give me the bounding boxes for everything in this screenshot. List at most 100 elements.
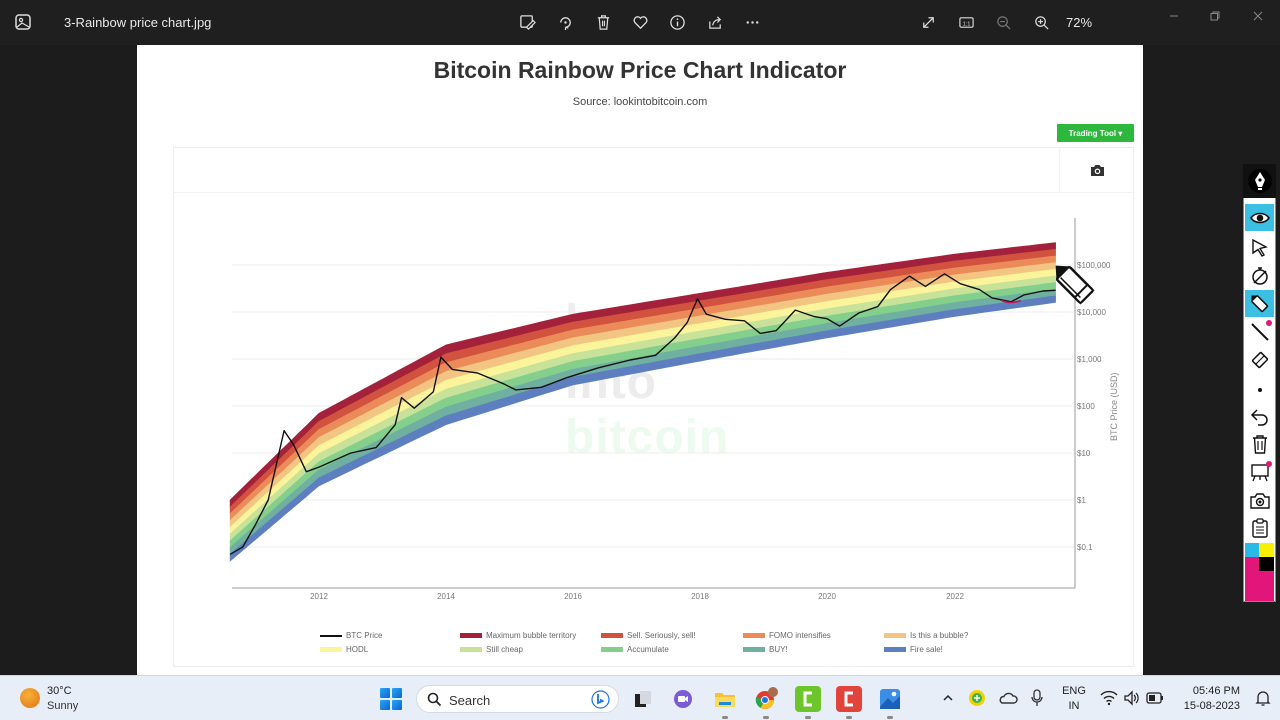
clipboard-icon (1251, 517, 1268, 538)
onedrive-icon[interactable] (998, 691, 1018, 705)
x-tick: 2012 (310, 592, 328, 601)
taskbar-app-file-explorer[interactable] (712, 686, 738, 712)
show-hidden-icons-chevron[interactable] (942, 692, 954, 704)
minimize-button[interactable] (1164, 8, 1184, 24)
taskbar-app-chrome[interactable] (753, 686, 779, 712)
zoom-in-button[interactable] (1030, 11, 1052, 33)
close-button[interactable] (1248, 8, 1268, 24)
rotate-button[interactable] (554, 11, 576, 33)
taskbar-app-photos[interactable] (877, 686, 903, 712)
language-indicator-line2[interactable]: IN (1068, 700, 1080, 712)
zoom-in-icon (1034, 15, 1049, 30)
running-indicator (887, 716, 893, 719)
line-color-indicator (1266, 320, 1272, 326)
search-placeholder: Search (449, 693, 491, 708)
more-options-button[interactable] (741, 11, 763, 33)
undo-tool[interactable] (1245, 402, 1274, 429)
clipboard-tool[interactable] (1245, 514, 1274, 541)
language-indicator-line1[interactable]: ENG (1062, 685, 1086, 697)
camera-icon (1090, 164, 1104, 176)
pointer-icon (1251, 238, 1268, 257)
start-button[interactable] (380, 688, 402, 710)
eraser-tool[interactable] (1245, 346, 1274, 373)
legend-sell: Sell. Seriously, sell! (601, 631, 696, 640)
x-tick: 2018 (691, 592, 709, 601)
x-tick: 2020 (818, 592, 836, 601)
legend-btc-price: BTC Price (320, 631, 382, 640)
microphone-icon[interactable] (1030, 689, 1044, 707)
eye-tool[interactable] (1245, 204, 1274, 231)
timer-tool[interactable] (1245, 262, 1274, 289)
rainbow-chart-plot (229, 218, 1076, 589)
chart-frame (173, 147, 1134, 667)
whiteboard-icon (1250, 463, 1269, 481)
favorite-button[interactable] (629, 11, 651, 33)
annotation-app-logo[interactable] (1243, 164, 1276, 198)
share-icon (708, 15, 721, 29)
edit-image-button[interactable] (516, 11, 538, 33)
favorite-icon (633, 15, 647, 29)
color-cyan[interactable] (1245, 543, 1259, 557)
chart-source: Source: lookintobitcoin.com (572, 96, 708, 108)
color-swatch (460, 647, 482, 652)
taskbar-search[interactable]: Search (416, 685, 619, 713)
y-tick: $10 (1077, 449, 1091, 458)
battery-icon[interactable] (1146, 691, 1164, 705)
clock-time[interactable]: 05:46 PM (1192, 685, 1240, 697)
color-swatch (460, 633, 482, 638)
zoom-out-button[interactable] (992, 11, 1014, 33)
teams-chat-icon (674, 690, 692, 708)
wifi-icon[interactable] (1100, 690, 1118, 706)
legend-hodl: HODL (320, 645, 368, 654)
zoom-level: 72% (1066, 15, 1093, 30)
clear-tool[interactable] (1245, 430, 1274, 457)
restore-button[interactable] (1205, 8, 1225, 24)
svg-text:1:1: 1:1 (962, 21, 970, 27)
taskbar-app-teams[interactable] (670, 686, 696, 712)
marker-tool[interactable] (1245, 290, 1274, 317)
line-tool[interactable] (1245, 318, 1274, 345)
color-black[interactable] (1259, 557, 1274, 571)
info-button[interactable] (666, 11, 688, 33)
legend-label: BUY! (769, 645, 788, 654)
clock-date[interactable]: 15-08-2023 (1183, 700, 1240, 712)
pointer-tool[interactable] (1245, 234, 1274, 261)
actual-size-button[interactable]: 1:1 (955, 11, 977, 33)
screenshot-tool[interactable] (1245, 487, 1274, 514)
taskbar-app-camtasia-red[interactable] (836, 686, 862, 712)
x-tick: 2014 (437, 592, 455, 601)
camtasia-editor-icon (844, 691, 853, 707)
legend-label: FOMO intensifies (769, 631, 831, 640)
line-swatch (320, 634, 342, 637)
notification-bell-icon[interactable] (1254, 689, 1272, 707)
share-button[interactable] (704, 11, 726, 33)
color-swatch (743, 647, 765, 652)
dot-size-tool[interactable] (1245, 374, 1274, 401)
tray-app-icon[interactable] (968, 689, 986, 707)
weather-temperature[interactable]: 30°C (47, 685, 72, 697)
legend-label: Maximum bubble territory (486, 631, 577, 640)
whiteboard-tool[interactable] (1245, 458, 1274, 485)
taskbar-app-camtasia-green[interactable] (795, 686, 821, 712)
color-palette (1245, 543, 1274, 601)
sun-weather-icon[interactable] (20, 688, 40, 708)
weather-condition[interactable]: Sunny (47, 700, 79, 712)
fullscreen-button[interactable] (917, 11, 939, 33)
legend-label: Still cheap (486, 645, 523, 654)
color-swatch (601, 633, 623, 638)
legend-accumulate: Accumulate (601, 645, 669, 654)
y-axis-label: BTC Price (USD) (1109, 372, 1119, 441)
volume-icon[interactable] (1123, 690, 1141, 706)
dot-icon (1257, 387, 1262, 392)
watermark-bitcoin: bitcoin (565, 411, 730, 464)
color-yellow[interactable] (1259, 543, 1274, 557)
bing-icon (591, 690, 610, 709)
running-indicator (805, 716, 811, 719)
taskbar-app-taskview[interactable] (630, 686, 656, 712)
stopwatch-icon (1251, 266, 1268, 285)
delete-button[interactable] (592, 11, 614, 33)
displayed-image[interactable]: Bitcoin Rainbow Price Chart Indicator So… (137, 45, 1143, 675)
trading-tool-button: Trading Tool ▾ (1057, 124, 1134, 142)
photos-title-bar: 3-Rainbow price chart.jpg 1:1 72% (0, 0, 1280, 45)
marker-cursor-icon (1055, 265, 1095, 305)
